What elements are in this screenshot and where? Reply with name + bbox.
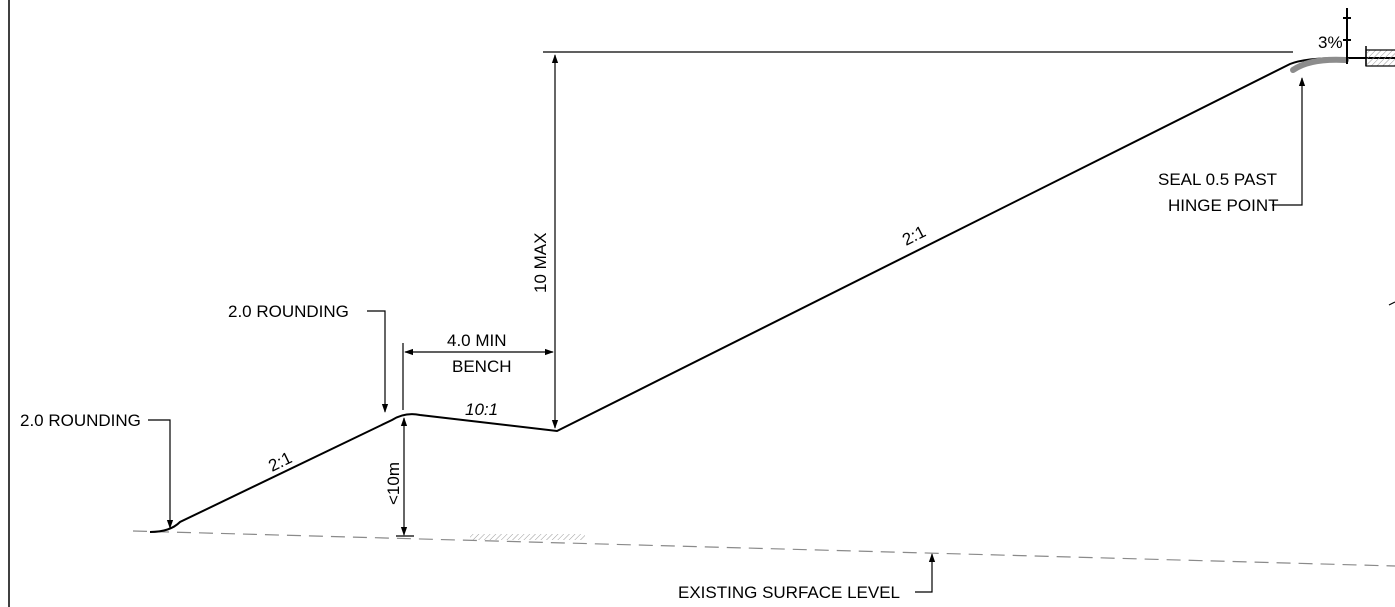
pavement-section — [1365, 49, 1395, 67]
lower-batter-slope: 2:1 — [265, 448, 295, 475]
seal-label-line2: HINGE POINT — [1168, 196, 1279, 215]
bench-slope: 10:1 — [465, 400, 498, 419]
upper-batter-slope: 2:1 — [899, 222, 929, 250]
rounding-left-label: 2.0 ROUNDING — [20, 411, 141, 430]
max-height-label: 10 MAX — [531, 233, 550, 293]
existing-ground-line — [132, 530, 1395, 567]
ground-hatch — [470, 534, 585, 540]
rounding-left-leader — [148, 419, 174, 529]
existing-surface-label: EXISTING SURFACE LEVEL — [678, 583, 900, 602]
rounding-mid-leader — [367, 310, 389, 413]
seal-layer — [1290, 56, 1349, 73]
seal-label-line1: SEAL 0.5 PAST — [1158, 170, 1277, 189]
seal-leader — [1272, 77, 1306, 206]
rounding-mid-label: 2.0 ROUNDING — [228, 302, 349, 321]
bench-label-line2: BENCH — [452, 357, 512, 376]
crossfall-label: 3% — [1318, 33, 1343, 52]
batter-profile — [149, 57, 1395, 533]
lower-height-label: <10m — [384, 462, 403, 505]
offscreen-arrow — [1388, 301, 1395, 306]
bench-label-line1: 4.0 MIN — [447, 331, 507, 350]
existing-surface-leader — [915, 553, 936, 593]
